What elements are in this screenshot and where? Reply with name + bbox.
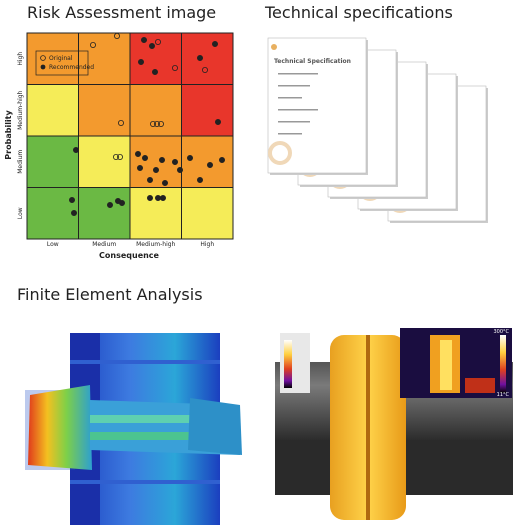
matrix-cell — [181, 32, 234, 85]
matrix-cell — [78, 135, 131, 188]
x-category: High — [200, 241, 214, 248]
x-axis-label: Consequence — [99, 251, 160, 260]
document-page — [267, 37, 367, 174]
original-dot — [157, 121, 164, 128]
thermal-max: 300°C — [493, 329, 509, 335]
original-dot — [171, 65, 178, 72]
recommended-dot — [161, 179, 168, 186]
legend-label: Recommended — [49, 64, 94, 71]
matrix-cell — [78, 187, 131, 240]
recommended-dot — [176, 166, 183, 173]
recommended-dot — [140, 37, 147, 44]
document-text-line — [278, 121, 310, 123]
document-text-line — [278, 85, 310, 87]
recommended-dot — [218, 156, 225, 163]
document-text-line — [278, 97, 302, 99]
matrix-cell — [78, 32, 131, 85]
matrix-cell — [26, 32, 79, 85]
original-dot — [154, 39, 161, 46]
recommended-dot — [134, 150, 141, 157]
recommended-dot — [154, 194, 161, 201]
matrix-cell — [181, 84, 234, 137]
document-text-line — [278, 109, 318, 111]
section-title: Finite Element Analysis — [17, 285, 203, 304]
y-category: Medium-high — [17, 90, 24, 129]
recommended-dot — [141, 154, 148, 161]
thermal-min: 11°C — [497, 392, 510, 398]
recommended-dot — [148, 43, 155, 50]
document-title: Technical Specification — [274, 58, 351, 65]
recommended-dot — [151, 69, 158, 76]
matrix-cell — [129, 187, 182, 240]
original-dot — [113, 153, 120, 160]
recommended-dot — [69, 196, 76, 203]
original-dot — [117, 153, 124, 160]
y-axis-label: Probability — [4, 110, 13, 160]
document-logo — [271, 44, 277, 50]
legend-label: Original — [49, 55, 73, 62]
y-category: Medium — [17, 150, 24, 174]
recommended-dot — [152, 166, 159, 173]
recommended-dot — [214, 119, 221, 126]
original-dot — [149, 121, 156, 128]
recommended-dot — [137, 59, 144, 66]
legend-marker — [40, 64, 46, 70]
risk-matrix: High Medium-high Medium Low Low Medium Medium-… — [4, 32, 234, 260]
section-title: Technical specifications — [265, 3, 453, 22]
recommended-dot — [186, 154, 193, 161]
original-dot — [90, 42, 97, 49]
matrix-cell — [26, 84, 79, 137]
recommended-dot — [107, 201, 114, 208]
matrix-cell — [26, 187, 79, 240]
fea-image — [25, 333, 250, 525]
document-stack: Technical Specification — [267, 37, 488, 223]
recommended-dot — [136, 164, 143, 171]
matrix-cell — [129, 84, 182, 137]
recommended-dot — [171, 158, 178, 165]
recommended-dot — [196, 55, 203, 62]
recommended-dot — [211, 41, 218, 48]
recommended-dot — [119, 199, 126, 206]
section-title: Risk Assessment image — [27, 3, 217, 22]
original-dot — [201, 67, 208, 74]
original-dot — [153, 121, 160, 128]
x-category: Low — [47, 241, 59, 248]
thermal-image: 300°C 11°C — [275, 328, 513, 522]
recommended-dot — [146, 176, 153, 183]
matrix-cell — [181, 135, 234, 188]
y-category: Low — [17, 207, 24, 219]
recommended-dot — [73, 146, 80, 153]
legend-box — [35, 50, 89, 76]
matrix-cell — [78, 84, 131, 137]
matrix-cell — [26, 135, 79, 188]
y-category: High — [17, 52, 24, 66]
document-watermark — [268, 141, 292, 165]
recommended-dot — [206, 161, 213, 168]
x-category: Medium-high — [136, 241, 175, 248]
recommended-dot — [71, 209, 78, 216]
matrix-cell — [181, 187, 234, 240]
original-dot — [118, 120, 125, 127]
recommended-dot — [146, 194, 153, 201]
original-dot — [114, 33, 121, 40]
document-text-line — [278, 73, 318, 75]
x-category: Medium — [92, 241, 116, 248]
legend-marker — [40, 55, 46, 61]
document-text-line — [278, 133, 302, 135]
recommended-dot — [158, 156, 165, 163]
recommended-dot — [196, 176, 203, 183]
recommended-dot — [159, 194, 166, 201]
